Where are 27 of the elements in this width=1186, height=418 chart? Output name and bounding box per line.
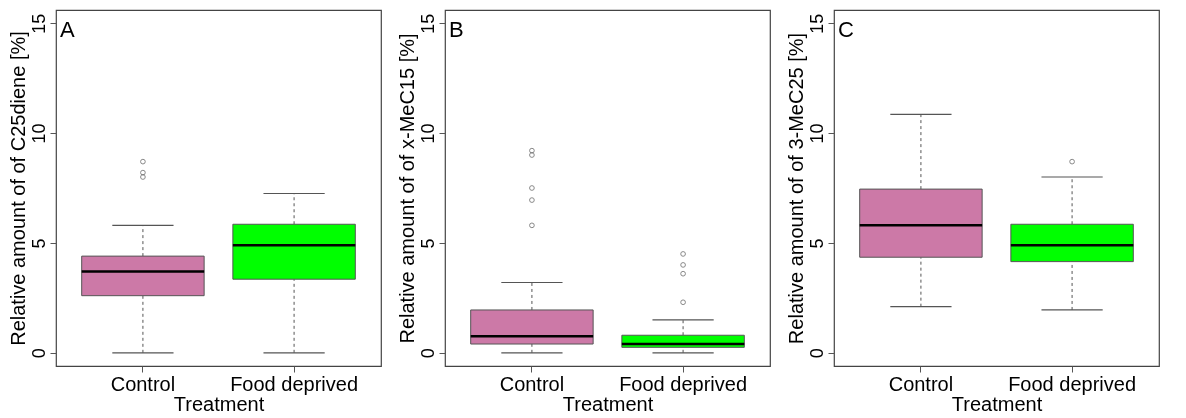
y-tick-label: 0 xyxy=(417,348,438,359)
y-axis-title: Relative amount of of C25diene [%] xyxy=(6,31,29,346)
y-tick-label: 0 xyxy=(806,348,827,359)
y-axis-title: Relative amount of of 3-MeC25 [%] xyxy=(784,32,807,345)
y-tick-label: 10 xyxy=(28,123,49,144)
annotation: B xyxy=(449,17,464,42)
y-tick-label: 10 xyxy=(417,123,438,144)
annotation: A xyxy=(60,17,75,42)
y-tick-label: 15 xyxy=(417,13,438,34)
x-tick-label: Food deprived xyxy=(619,372,748,395)
x-tick-label: Control xyxy=(888,372,954,395)
y-tick-label: 15 xyxy=(28,13,49,34)
x-tick-label: Control xyxy=(499,372,565,395)
x-tick-label: Control xyxy=(110,372,176,395)
x-axis-title: Treatment xyxy=(173,392,265,415)
y-tick-label: 10 xyxy=(806,123,827,144)
y-axis-title: Relative amount of of x-MeC15 [%] xyxy=(395,33,418,344)
y-tick-label: 5 xyxy=(28,238,49,249)
x-axis-title: Treatment xyxy=(951,392,1043,415)
y-tick-label: 5 xyxy=(806,238,827,249)
x-tick-label: Food deprived xyxy=(1008,372,1137,395)
y-tick-label: 0 xyxy=(28,348,49,359)
annotation: C xyxy=(838,17,854,42)
x-tick-label: Food deprived xyxy=(230,372,359,395)
y-tick-label: 5 xyxy=(417,238,438,249)
x-axis-title: Treatment xyxy=(562,392,654,415)
y-tick-label: 15 xyxy=(806,13,827,34)
